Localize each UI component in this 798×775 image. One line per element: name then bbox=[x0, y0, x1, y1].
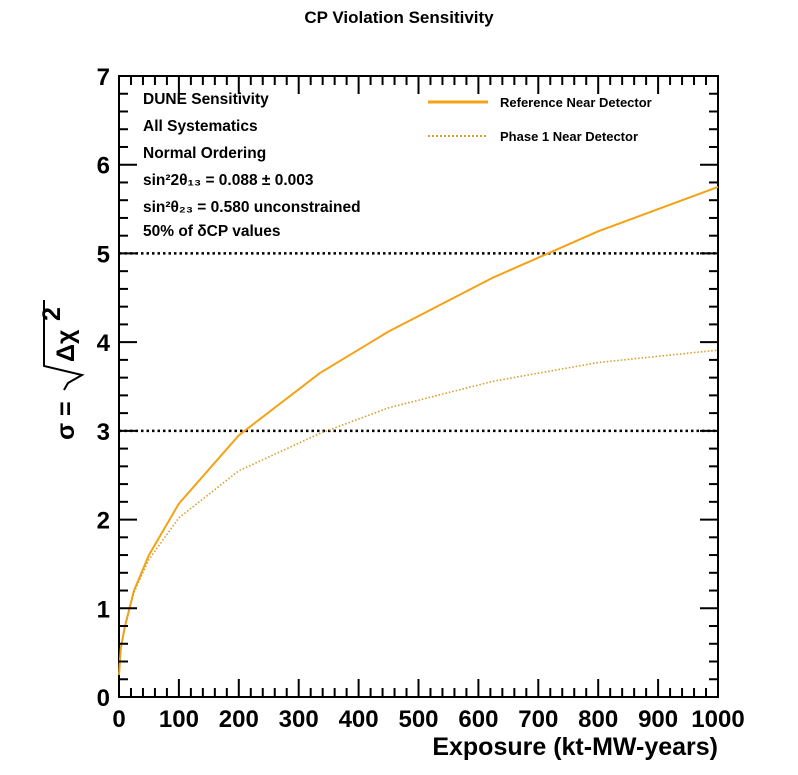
x-axis-title: Exposure (kt-MW-years) bbox=[432, 733, 718, 761]
info-line-ordering: Normal Ordering bbox=[143, 145, 266, 162]
y-tick-label: 5 bbox=[97, 241, 110, 268]
series-layer bbox=[118, 185, 719, 675]
y-axis-title: σ = Δχ 2 bbox=[38, 300, 85, 440]
y-tick-label: 1 bbox=[97, 596, 110, 623]
legend-label-reference: Reference Near Detector bbox=[500, 95, 652, 110]
x-tick-label: 1000 bbox=[691, 706, 744, 733]
x-tick-label: 900 bbox=[638, 706, 678, 733]
x-tick-label: 300 bbox=[279, 706, 319, 733]
ticks-layer bbox=[118, 75, 719, 698]
x-tick-label: 800 bbox=[578, 706, 618, 733]
x-tick-label: 500 bbox=[398, 706, 438, 733]
y-tick-label: 0 bbox=[97, 685, 110, 712]
y-tick-labels: 0 1 2 3 4 5 6 7 bbox=[97, 64, 111, 712]
info-line-theta23: sin²θ₂₃ = 0.580 unconstrained bbox=[143, 199, 361, 216]
y-tick-label: 7 bbox=[97, 64, 110, 91]
x-tick-label: 100 bbox=[159, 706, 199, 733]
legend-label-phase1: Phase 1 Near Detector bbox=[500, 129, 638, 144]
chart-title: CP Violation Sensitivity bbox=[304, 8, 494, 27]
series-line-reference-near-detector bbox=[118, 185, 719, 675]
legend: Reference Near Detector Phase 1 Near Det… bbox=[428, 95, 652, 144]
y-tick-label: 2 bbox=[97, 508, 110, 535]
x-tick-labels: 0 100 200 300 400 500 600 700 800 900 1000 bbox=[112, 706, 744, 733]
y-tick-label: 4 bbox=[97, 330, 111, 357]
y-axis-title-exponent: 2 bbox=[38, 307, 66, 321]
y-tick-label: 3 bbox=[97, 419, 110, 446]
series-line-phase1-near-detector bbox=[118, 349, 719, 675]
x-tick-label: 400 bbox=[339, 706, 379, 733]
y-axis-title-radicand: Δχ bbox=[52, 329, 80, 362]
y-axis-title-radical bbox=[43, 300, 85, 391]
x-tick-label: 200 bbox=[219, 706, 259, 733]
info-annotations: DUNE Sensitivity All Systematics Normal … bbox=[143, 91, 361, 240]
y-axis-title-sigma: σ = bbox=[52, 401, 80, 440]
x-tick-label: 700 bbox=[518, 706, 558, 733]
plot-frame bbox=[118, 75, 719, 698]
reference-lines bbox=[119, 252, 718, 433]
info-line-systematics: All Systematics bbox=[143, 118, 258, 135]
x-tick-label: 600 bbox=[458, 706, 498, 733]
x-tick-label: 0 bbox=[112, 706, 125, 733]
info-line-dcp: 50% of δCP values bbox=[143, 223, 280, 240]
info-line-dune: DUNE Sensitivity bbox=[143, 91, 269, 108]
y-tick-label: 6 bbox=[97, 153, 110, 180]
info-line-theta13: sin²2θ₁₃ = 0.088 ± 0.003 bbox=[143, 172, 314, 189]
